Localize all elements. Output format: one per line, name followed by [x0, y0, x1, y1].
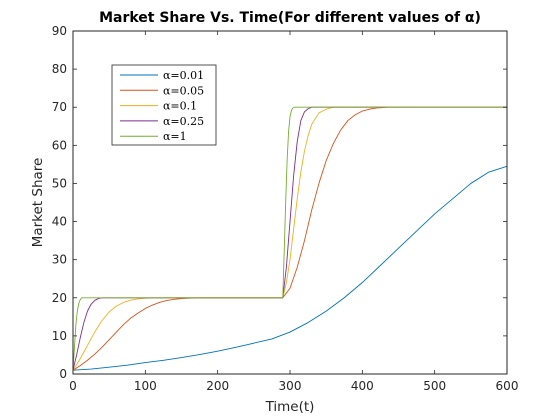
series-line-4	[72, 106, 507, 371]
x-tick-label: 500	[423, 379, 446, 393]
x-tick-label: 0	[69, 379, 77, 393]
series-line-0	[72, 165, 508, 371]
axis-ticks	[72, 30, 508, 375]
x-tick-label: 400	[351, 379, 374, 393]
y-tick-label: 20	[52, 291, 67, 305]
series-lines	[72, 106, 508, 371]
legend-label-3: α=0.25	[163, 115, 204, 128]
y-tick-label: 0	[59, 367, 67, 381]
tick-labels: 0 100 200 300 400 500 600 0 10 20 30 40 50 60 70 80 90	[52, 24, 519, 393]
chart-title: Market Share Vs. Time(For different valu…	[99, 10, 481, 26]
y-tick-label: 80	[52, 62, 67, 76]
y-tick-label: 40	[52, 215, 67, 229]
legend-label-1: α=0.05	[163, 84, 204, 97]
y-tick-label: 60	[52, 138, 67, 152]
x-axis-label: Time(t)	[265, 399, 315, 415]
x-tick-label: 300	[279, 379, 302, 393]
x-tick-label: 100	[134, 379, 157, 393]
legend-box	[111, 64, 217, 146]
legend-label-4: α=1	[163, 130, 187, 143]
x-tick-label: 600	[496, 379, 519, 393]
y-axis-label: Market Share	[30, 158, 46, 248]
legend-label-0: α=0.01	[163, 69, 204, 82]
y-tick-label: 50	[52, 176, 67, 190]
y-tick-label: 70	[52, 100, 67, 114]
y-tick-label: 90	[52, 24, 67, 38]
x-tick-label: 200	[206, 379, 229, 393]
legend: α=0.01 α=0.05 α=0.1 α=0.25 α=1	[111, 64, 217, 146]
y-tick-label: 10	[52, 329, 67, 343]
legend-label-2: α=0.1	[163, 100, 197, 113]
y-tick-label: 30	[52, 253, 67, 267]
